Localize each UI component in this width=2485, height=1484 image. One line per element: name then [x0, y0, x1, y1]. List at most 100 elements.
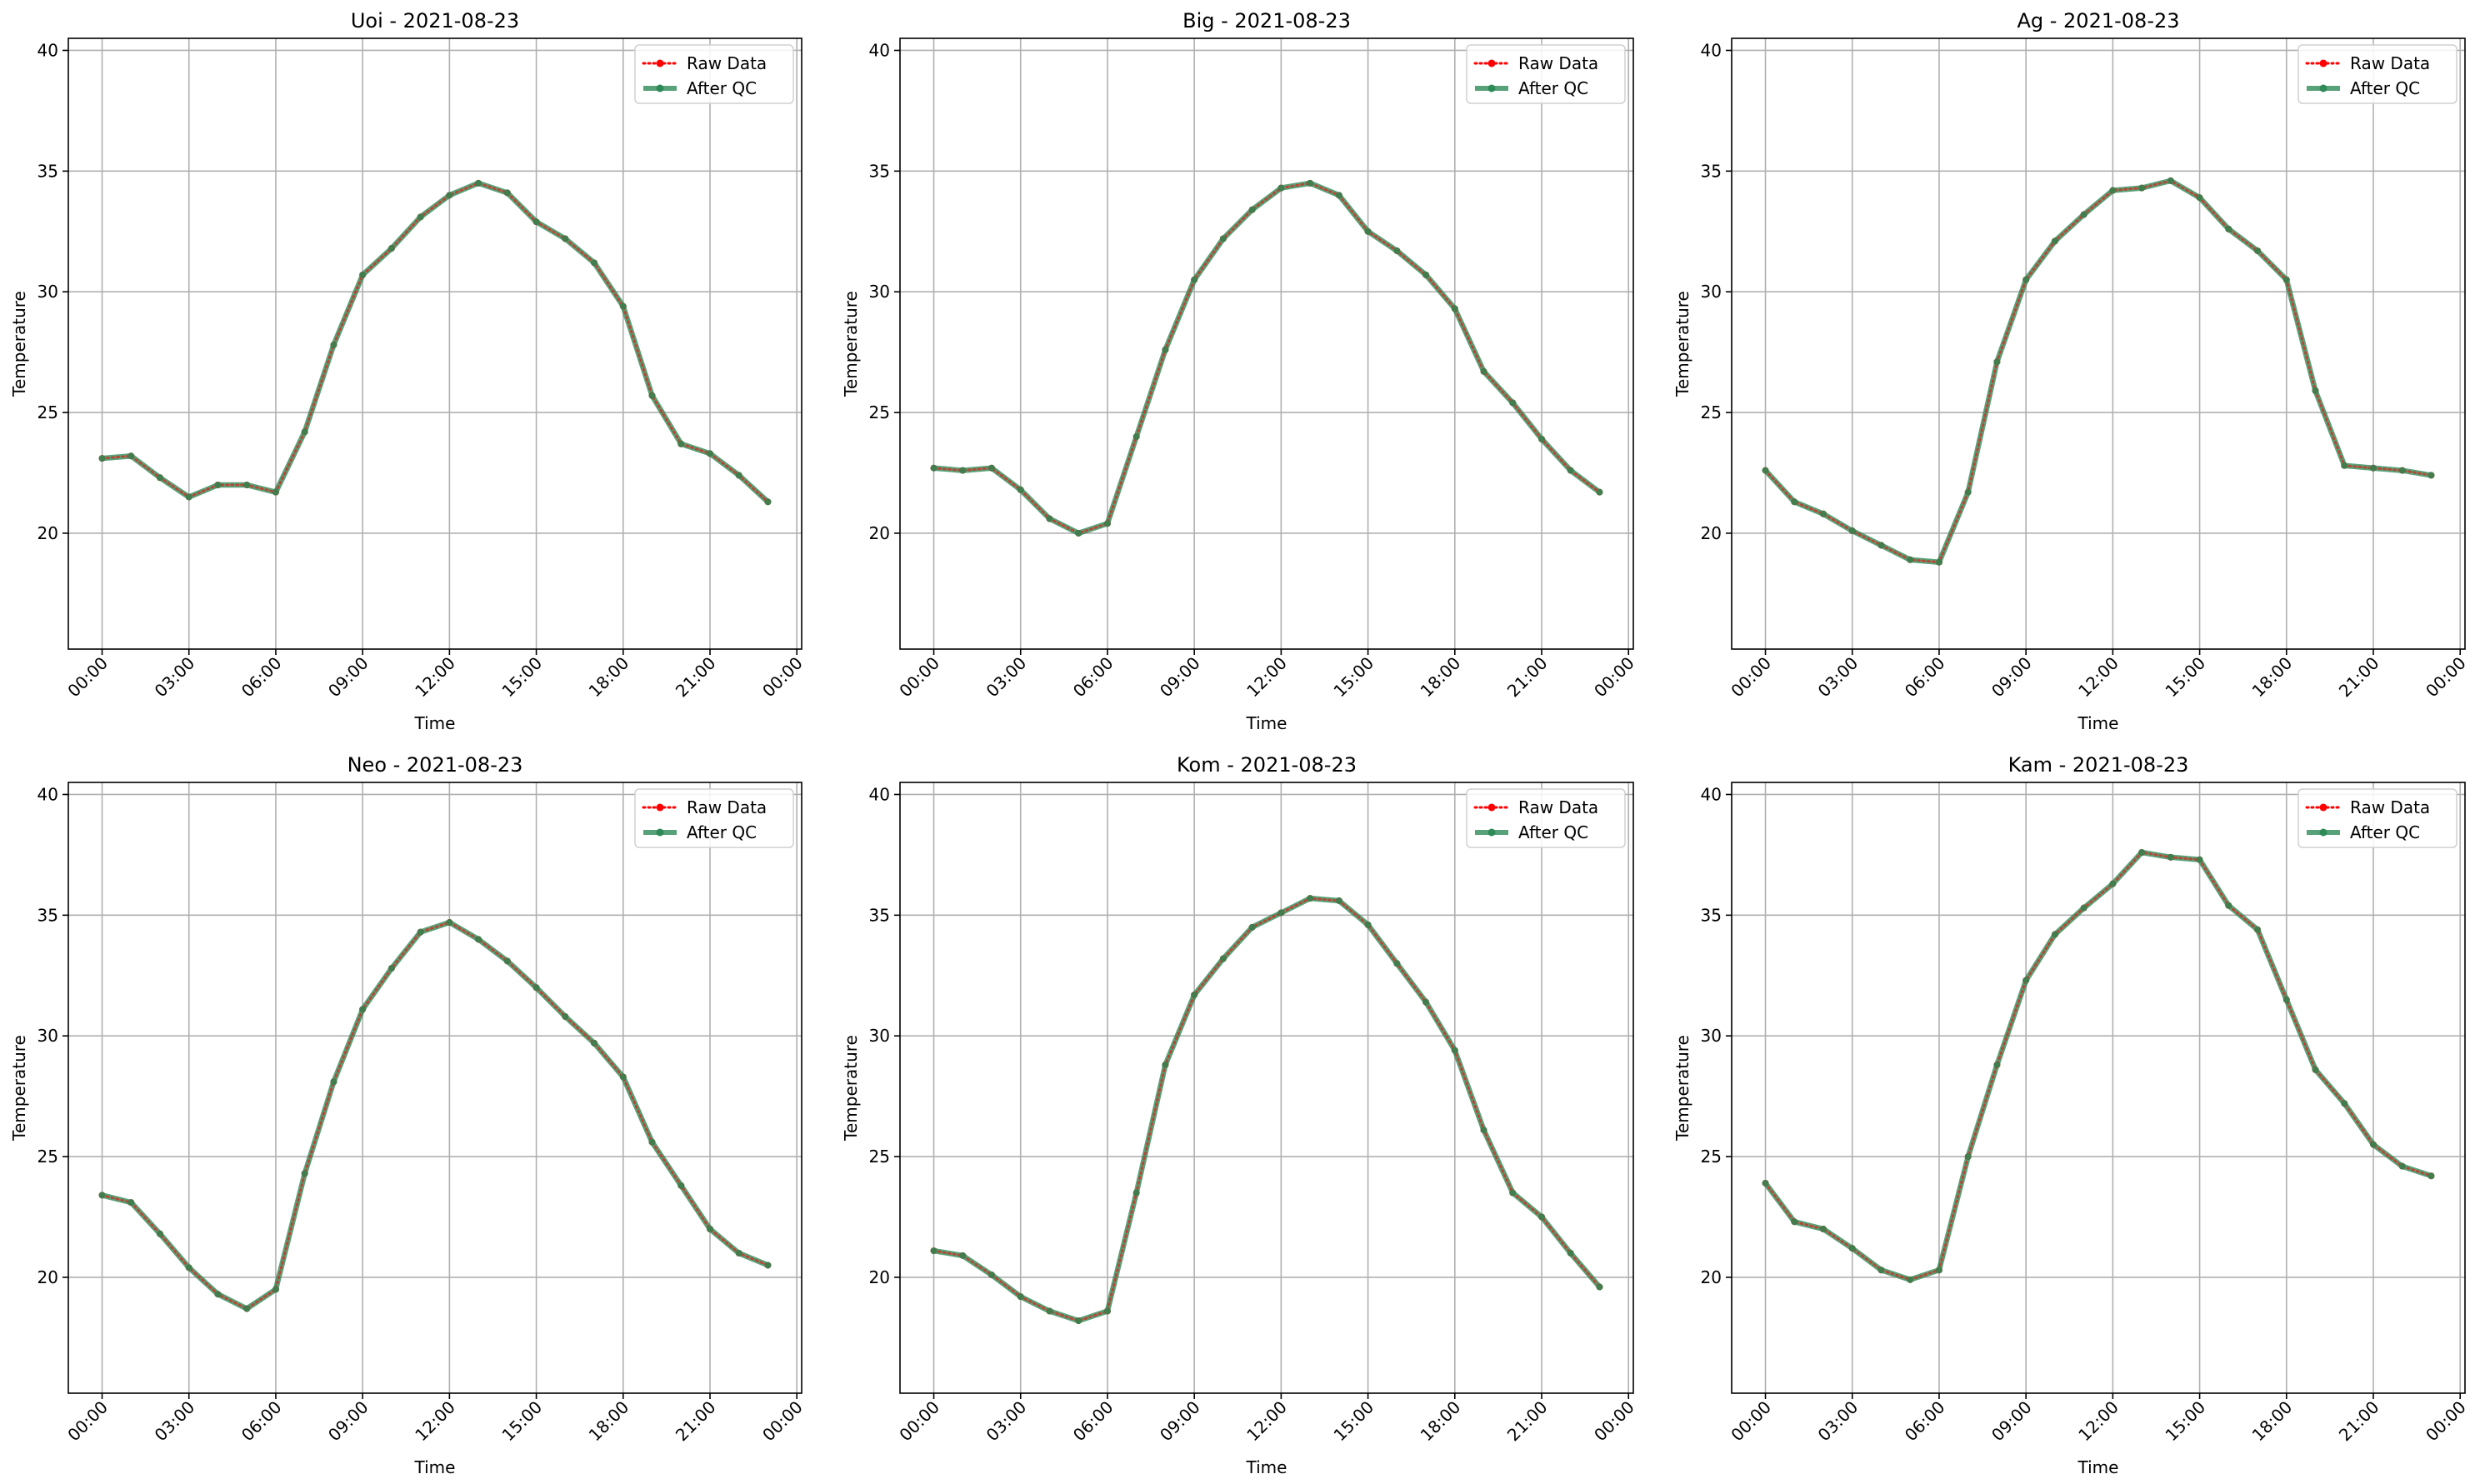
after-qc-point: [2167, 853, 2174, 861]
after-qc-point: [2080, 904, 2088, 912]
after-qc-point: [1162, 1061, 1169, 1068]
after-qc-point: [562, 1013, 569, 1021]
axes-frame: [1731, 782, 2466, 1394]
after-qc-point: [1878, 1267, 1885, 1274]
legend-marker-after-qc: [2319, 84, 2328, 92]
x-tick-label: 15:00: [498, 653, 546, 702]
subplot-kam-2021-08-23: 00:00 03:00 06:00 09:00 12:00 15:00 18:00 21:00…: [1672, 753, 2470, 1477]
x-tick-label: 09:00: [324, 653, 372, 702]
after-qc-point: [2167, 177, 2174, 184]
after-qc-point: [1278, 184, 1285, 192]
legend: Raw Data After QC: [634, 788, 794, 848]
x-tick-label: 15:00: [1329, 1397, 1378, 1446]
after-qc-point: [1307, 895, 1314, 902]
after-qc-point: [359, 271, 367, 278]
after-qc-point: [1103, 520, 1111, 527]
x-tick-label: 03:00: [151, 1397, 199, 1446]
x-tick-label: 00:00: [2422, 1397, 2470, 1446]
y-tick-label: 20: [1701, 523, 1722, 543]
after-qc-point: [1935, 558, 1942, 566]
after-qc-point: [2341, 1100, 2348, 1107]
series-line-after-qc: [931, 895, 1602, 1324]
after-qc-point: [2254, 247, 2262, 254]
after-qc-point: [1075, 1317, 1082, 1325]
y-axis-label: Temperature: [1672, 291, 1692, 397]
after-qc-point: [959, 467, 967, 474]
axes-frame: [68, 782, 802, 1394]
x-tick-label: 21:00: [1503, 1397, 1552, 1446]
after-qc-point: [214, 481, 222, 488]
legend-marker-raw-data: [656, 59, 664, 67]
axes-frame: [899, 37, 1634, 650]
after-qc-point: [1278, 909, 1285, 917]
series-line-after-qc: [1762, 849, 2434, 1283]
after-qc-point: [532, 218, 540, 226]
after-qc-point: [2138, 849, 2146, 857]
after-qc-point: [1132, 1189, 1140, 1197]
legend-label-after-qc: After QC: [1518, 78, 1588, 98]
series-line-raw-data: [932, 897, 1601, 1322]
after-qc-point: [735, 1249, 742, 1257]
legend-marker-raw-data: [1488, 803, 1496, 812]
series-line-raw-data: [101, 182, 769, 503]
after-qc-point: [1191, 991, 1198, 998]
x-tick-label: 09:00: [324, 1397, 372, 1446]
after-qc-point: [1451, 305, 1458, 312]
legend: Raw Data After QC: [1466, 788, 1626, 848]
after-qc-point: [1017, 1293, 1024, 1301]
axes-frame: [899, 782, 1634, 1394]
x-axis-label: Time: [414, 713, 456, 733]
legend-label-raw-data: Raw Data: [2350, 53, 2430, 73]
after-qc-point: [1935, 1267, 1942, 1274]
after-qc-point: [330, 341, 338, 348]
y-tick-label: 25: [1701, 402, 1722, 422]
x-tick-label: 03:00: [151, 653, 199, 702]
after-qc-point: [128, 452, 135, 460]
legend-marker-after-qc: [656, 828, 664, 837]
x-tick-label: 09:00: [1156, 1397, 1204, 1446]
after-qc-point: [1878, 542, 1885, 549]
y-axis-label: Temperature: [9, 1035, 29, 1142]
after-qc-point: [503, 189, 511, 197]
y-tick-label: 30: [1701, 1026, 1722, 1046]
x-tick-label: 15:00: [1329, 653, 1378, 702]
y-tick-label: 35: [38, 161, 58, 181]
y-tick-label: 30: [38, 1026, 58, 1046]
after-qc-point: [1335, 897, 1342, 904]
after-qc-point: [2398, 467, 2406, 474]
after-qc-point: [1964, 488, 1972, 496]
y-axis-label: Temperature: [841, 291, 861, 397]
after-qc-point: [417, 928, 424, 936]
series-line-after-qc: [99, 919, 771, 1312]
after-qc-point: [417, 213, 424, 221]
y-tick-label: 35: [38, 905, 58, 925]
after-qc-point: [1820, 1225, 1827, 1232]
x-tick-label: 12:00: [411, 653, 459, 702]
after-qc-point: [1791, 1218, 1798, 1226]
chart-title: Neo - 2021-08-23: [348, 753, 523, 777]
after-qc-point: [707, 450, 713, 457]
subplot-uoi-2021-08-23: 00:00 03:00 06:00 09:00 12:00 15:00 18:00 21:00…: [9, 9, 807, 733]
after-qc-point: [1017, 486, 1024, 493]
x-tick-label: 21:00: [2335, 1397, 2383, 1446]
after-qc-point: [1393, 247, 1401, 254]
after-qc-point: [2138, 184, 2146, 192]
after-qc-point: [2254, 926, 2262, 933]
legend-marker-after-qc: [1488, 84, 1496, 92]
after-qc-point: [1907, 556, 1914, 563]
x-tick-label: 15:00: [498, 1397, 546, 1446]
series-line-after-qc: [931, 180, 1602, 537]
x-tick-label: 03:00: [982, 653, 1031, 702]
legend-label-raw-data: Raw Data: [687, 797, 767, 817]
after-qc-point: [2282, 996, 2290, 1003]
after-qc-point: [1848, 527, 1856, 535]
legend-marker-raw-data: [1488, 59, 1496, 67]
x-tick-label: 06:00: [238, 1397, 286, 1446]
after-qc-point: [2196, 856, 2203, 863]
x-tick-label: 21:00: [1503, 653, 1552, 702]
after-qc-point: [1046, 515, 1053, 522]
after-qc-point: [2225, 225, 2232, 232]
after-qc-point: [1422, 998, 1430, 1006]
x-tick-label: 21:00: [672, 1397, 720, 1446]
